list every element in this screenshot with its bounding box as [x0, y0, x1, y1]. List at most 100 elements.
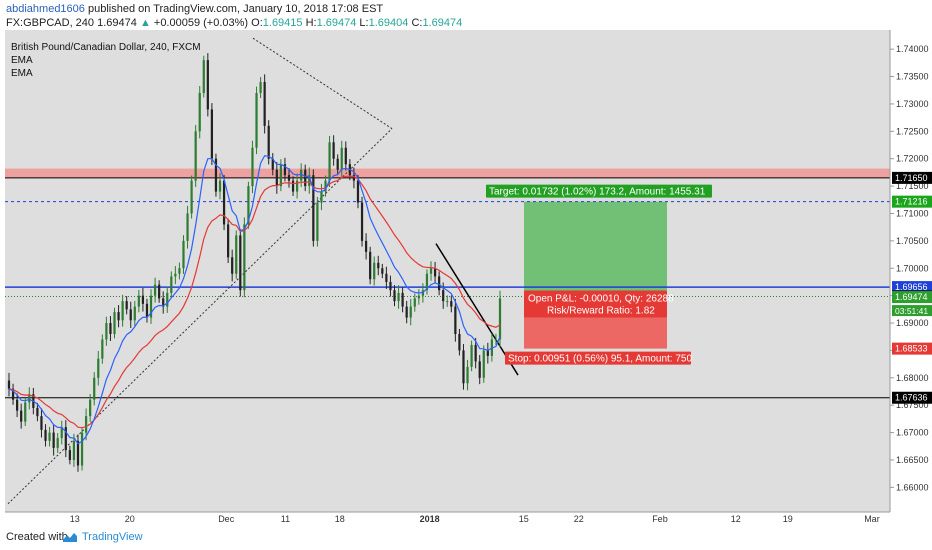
candle[interactable]	[158, 284, 161, 299]
candle[interactable]	[417, 295, 420, 299]
tradingview-brand[interactable]: TradingView	[82, 531, 143, 543]
candle[interactable]	[210, 109, 214, 159]
candle[interactable]	[283, 164, 287, 176]
candle[interactable]	[105, 323, 108, 340]
candle[interactable]	[48, 432, 51, 441]
candle[interactable]	[206, 60, 209, 110]
trendline-descending[interactable]	[435, 243, 519, 376]
candle[interactable]	[308, 175, 311, 187]
candle[interactable]	[409, 306, 412, 318]
candle[interactable]	[316, 202, 319, 241]
candle[interactable]	[369, 251, 372, 280]
candle[interactable]	[36, 407, 39, 417]
candle[interactable]	[320, 191, 323, 203]
candle[interactable]	[446, 301, 449, 303]
candle[interactable]	[174, 273, 177, 277]
time-axis[interactable]	[0, 512, 890, 524]
candle[interactable]	[336, 158, 339, 170]
candle[interactable]	[429, 268, 433, 274]
candle[interactable]	[186, 213, 189, 241]
candle[interactable]	[470, 344, 473, 367]
candle[interactable]	[344, 147, 347, 165]
tradingview-logo-icon[interactable]	[62, 531, 78, 543]
candle[interactable]	[271, 158, 274, 170]
candle[interactable]	[364, 240, 368, 252]
plot-area[interactable]	[5, 30, 890, 512]
candle[interactable]	[231, 257, 234, 274]
candle[interactable]	[291, 180, 295, 192]
candle[interactable]	[450, 301, 453, 307]
candle[interactable]	[251, 147, 254, 187]
candle[interactable]	[235, 235, 238, 274]
candle[interactable]	[20, 410, 23, 422]
candle[interactable]	[121, 301, 124, 321]
candle[interactable]	[68, 450, 71, 460]
candle[interactable]	[442, 290, 445, 302]
candle[interactable]	[129, 309, 132, 321]
candle[interactable]	[377, 262, 380, 269]
candle[interactable]	[44, 429, 47, 441]
candle[interactable]	[300, 169, 303, 181]
candle[interactable]	[64, 427, 67, 451]
candle[interactable]	[76, 440, 80, 466]
candle[interactable]	[255, 92, 258, 148]
candle[interactable]	[433, 268, 437, 277]
candle[interactable]	[214, 158, 218, 192]
candle[interactable]	[385, 273, 388, 282]
candle[interactable]	[60, 427, 63, 439]
price-chart[interactable]: Target: 0.01732 (1.02%) 173.2, Amount: 1…	[0, 30, 932, 524]
candle[interactable]	[466, 366, 469, 384]
candle[interactable]	[462, 350, 465, 384]
candle[interactable]	[80, 432, 84, 466]
candle[interactable]	[93, 377, 96, 400]
candle[interactable]	[170, 276, 173, 293]
candle[interactable]	[166, 292, 169, 307]
candle[interactable]	[304, 169, 307, 187]
candle[interactable]	[202, 60, 205, 93]
candle[interactable]	[125, 301, 128, 310]
target-zone[interactable]	[524, 201, 667, 297]
candle[interactable]	[84, 416, 88, 433]
candle[interactable]	[486, 350, 489, 356]
candle[interactable]	[287, 175, 291, 181]
candle[interactable]	[222, 180, 226, 225]
candle[interactable]	[52, 432, 55, 448]
candle[interactable]	[178, 268, 181, 274]
price-axis[interactable]	[890, 30, 932, 524]
candle[interactable]	[340, 147, 343, 170]
candle[interactable]	[360, 202, 364, 241]
candle[interactable]	[28, 394, 31, 403]
candle[interactable]	[332, 142, 335, 159]
candle[interactable]	[328, 142, 331, 181]
candle[interactable]	[101, 339, 104, 359]
candle[interactable]	[97, 358, 100, 378]
candle[interactable]	[24, 402, 27, 422]
ema-slow-line[interactable]	[8, 175, 501, 429]
candle[interactable]	[194, 131, 197, 181]
candle[interactable]	[478, 361, 481, 378]
candle[interactable]	[295, 180, 299, 192]
candle[interactable]	[11, 388, 15, 400]
candle[interactable]	[190, 180, 193, 214]
candle[interactable]	[373, 262, 376, 280]
candle[interactable]	[425, 273, 429, 291]
candle[interactable]	[324, 180, 327, 192]
candle[interactable]	[133, 306, 136, 321]
candle[interactable]	[312, 175, 315, 241]
candle[interactable]	[401, 292, 404, 307]
candle[interactable]	[109, 323, 112, 334]
legend-ema-2[interactable]: EMA	[11, 68, 33, 79]
candle[interactable]	[153, 284, 157, 296]
candle[interactable]	[198, 92, 201, 132]
candle[interactable]	[438, 276, 441, 291]
candle[interactable]	[482, 350, 485, 378]
candle[interactable]	[267, 125, 270, 159]
candle[interactable]	[182, 240, 185, 269]
ema-fast-line[interactable]	[8, 155, 501, 445]
candle[interactable]	[474, 344, 477, 362]
candle[interactable]	[243, 224, 246, 291]
author-link[interactable]: abdiahmed1606	[6, 3, 85, 15]
candle[interactable]	[15, 399, 19, 411]
candle[interactable]	[117, 312, 120, 321]
candle[interactable]	[393, 290, 396, 302]
